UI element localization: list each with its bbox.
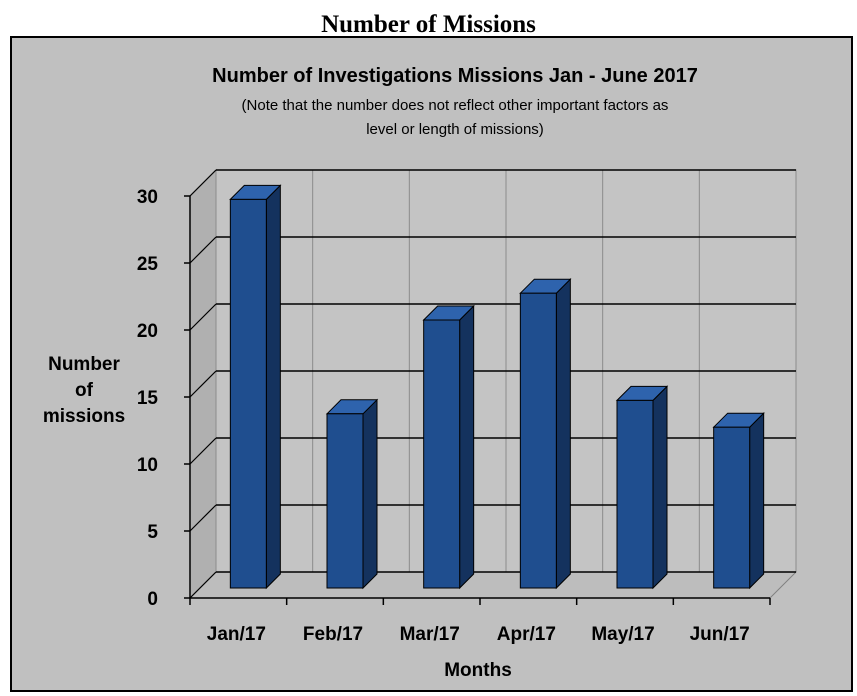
side-gridline bbox=[189, 571, 217, 599]
side-gridline bbox=[189, 370, 217, 398]
bar bbox=[423, 319, 461, 589]
bar bbox=[229, 198, 267, 589]
bar-side bbox=[362, 398, 378, 590]
page-title: Number of Missions bbox=[321, 11, 536, 38]
chart-title: Number of Investigations Missions Jan - … bbox=[212, 65, 698, 87]
x-axis-label: Months bbox=[444, 660, 512, 681]
side-gridline bbox=[189, 303, 217, 331]
side-gridline bbox=[189, 169, 217, 197]
y-tick-label: 0 bbox=[147, 589, 158, 610]
x-tick-label: May/17 bbox=[591, 624, 654, 645]
bar-side bbox=[459, 304, 475, 590]
y-tick-label: 30 bbox=[137, 187, 158, 208]
y-axis-label-line-3: missions bbox=[43, 406, 125, 427]
side-gridline bbox=[189, 236, 217, 264]
side-gridline bbox=[189, 504, 217, 532]
plot-area: 0 5 10 15 20 25 30 Jan/17 Feb/17 Mar/17 Apr/17 May/… bbox=[137, 168, 798, 645]
bar bbox=[616, 399, 654, 589]
plot-floor bbox=[188, 571, 798, 599]
x-tick-label: Apr/17 bbox=[497, 624, 556, 645]
y-tick-label: 5 bbox=[147, 522, 158, 543]
chart-subtitle-line-2: level or length of missions) bbox=[366, 121, 544, 138]
y-tick-label: 15 bbox=[137, 388, 159, 409]
y-tick-label: 10 bbox=[137, 455, 158, 476]
bar bbox=[519, 292, 557, 589]
x-tick-label: Mar/17 bbox=[400, 624, 460, 645]
y-tick-label: 20 bbox=[137, 321, 158, 342]
bar-side bbox=[652, 385, 668, 590]
side-gridline bbox=[189, 437, 217, 465]
x-tick-label: Jan/17 bbox=[207, 624, 266, 645]
y-tick-label: 25 bbox=[137, 254, 159, 275]
x-tick-label: Jun/17 bbox=[690, 624, 750, 645]
chart-subtitle-line-1: (Note that the number does not reflect o… bbox=[242, 97, 669, 114]
bar bbox=[326, 413, 364, 589]
bar-side bbox=[749, 411, 765, 590]
y-axis-label-line-2: of bbox=[75, 380, 94, 401]
bar bbox=[713, 426, 751, 589]
bar-side bbox=[265, 184, 281, 590]
x-tick-label: Feb/17 bbox=[303, 624, 363, 645]
bar-side bbox=[555, 277, 571, 590]
y-axis-label-line-1: Number bbox=[48, 354, 120, 375]
